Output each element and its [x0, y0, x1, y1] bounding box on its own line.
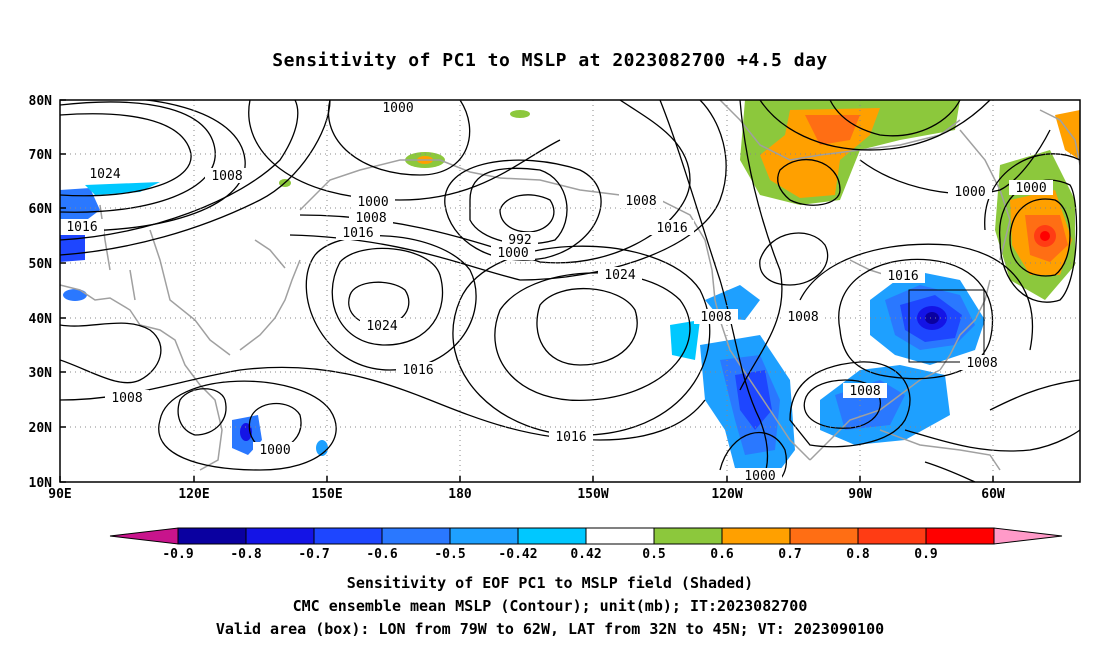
contour-label: 1008 — [966, 356, 997, 371]
colorbar-tick-label: -0.42 — [498, 547, 537, 562]
longitude-labels: 90E 120E 150E 180 150W 120W 90W 60W — [48, 487, 1005, 502]
contour-label: 1016 — [342, 226, 373, 241]
contour-label: 1008 — [700, 310, 731, 325]
colorbar-tick-label: -0.8 — [230, 547, 261, 562]
lon-label: 180 — [448, 487, 472, 502]
caption-line-2: CMC ensemble mean MSLP (Contour); unit(m… — [292, 597, 808, 615]
contour-label: 1008 — [849, 384, 880, 399]
contour-label: 1016 — [66, 220, 97, 235]
colorbar-tick-label: 0.5 — [642, 547, 665, 562]
lat-label: 10N — [29, 476, 53, 491]
lon-label: 150E — [311, 487, 342, 502]
valid-area-box — [908, 289, 985, 363]
contour-label: 1000 — [357, 195, 388, 210]
lat-label: 40N — [29, 312, 53, 327]
colorbar-swatch — [857, 527, 927, 545]
colorbar-tick-label: 0.7 — [778, 547, 801, 562]
contour-label: 1024 — [89, 167, 120, 182]
colorbar: -0.9 -0.8 -0.7 -0.6 -0.5 -0.42 0.42 0.5 0.6 0.7 0.… — [109, 527, 1063, 562]
contour-label: 1016 — [555, 430, 586, 445]
lon-label: 120E — [178, 487, 209, 502]
lat-label: 20N — [29, 421, 53, 436]
lat-label: 80N — [29, 94, 53, 109]
contour-label: 1000 — [382, 101, 413, 116]
contour-labels: 1000 1024 1008 1000 1008 1016 992 1000 1… — [60, 100, 1053, 484]
lat-label: 50N — [29, 257, 53, 272]
colorbar-tick-label: 0.42 — [570, 547, 601, 562]
colorbar-low-triangle — [109, 527, 179, 545]
colorbar-tick-label: -0.9 — [162, 547, 193, 562]
colorbar-high-triangle — [993, 527, 1063, 545]
colorbar-tick-label: -0.5 — [434, 547, 465, 562]
coastlines — [60, 100, 1080, 471]
colorbar-swatch — [653, 527, 723, 545]
lat-label: 30N — [29, 366, 53, 381]
colorbar-swatch — [381, 527, 451, 545]
contour-label: 1024 — [366, 319, 397, 334]
contour-label: 1000 — [954, 185, 985, 200]
colorbar-swatch — [721, 527, 791, 545]
latitude-labels: 80N 70N 60N 50N 40N 30N 20N 10N — [29, 94, 53, 491]
mslp-contours — [60, 100, 1080, 482]
colorbar-tick-label: -0.6 — [366, 547, 397, 562]
contour-label: 1000 — [497, 246, 528, 261]
contour-label: 1000 — [744, 469, 775, 484]
lon-label: 150W — [577, 487, 608, 502]
shading-layer — [60, 100, 1080, 470]
colorbar-tick-label: 0.8 — [846, 547, 870, 562]
grid-lines — [60, 100, 1080, 482]
lon-label: 120W — [711, 487, 742, 502]
colorbar-tick-label: 0.9 — [914, 547, 937, 562]
contour-label: 992 — [508, 233, 531, 248]
contour-label: 1000 — [1015, 181, 1046, 196]
lat-label: 60N — [29, 202, 53, 217]
map-frame — [59, 99, 1081, 483]
colorbar-swatch — [245, 527, 315, 545]
contour-label: 1008 — [355, 211, 386, 226]
caption-line-3: Valid area (box): LON from 79W to 62W, L… — [215, 620, 885, 638]
colorbar-swatch — [313, 527, 383, 545]
contour-label: 1008 — [111, 391, 142, 406]
colorbar-tick-label: 0.6 — [710, 547, 734, 562]
contour-label: 1000 — [259, 443, 290, 458]
axis-ticks — [59, 99, 994, 483]
plot-title: Sensitivity of PC1 to MSLP at 2023082700… — [272, 50, 828, 71]
contour-label: 1016 — [656, 221, 687, 236]
lon-label: 60W — [981, 487, 1005, 502]
lon-label: 90W — [848, 487, 872, 502]
colorbar-swatch — [449, 527, 519, 545]
contour-label: 1008 — [211, 169, 242, 184]
colorbar-swatch — [177, 527, 247, 545]
lon-label: 90E — [48, 487, 71, 502]
colorbar-swatch — [517, 527, 587, 545]
colorbar-swatch — [789, 527, 859, 545]
contour-label: 1016 — [402, 363, 433, 378]
colorbar-tick-label: -0.7 — [298, 547, 329, 562]
contour-label: 1008 — [787, 310, 818, 325]
contour-label: 1016 — [887, 269, 918, 284]
caption-line-1: Sensitivity of EOF PC1 to MSLP field (Sh… — [346, 574, 754, 592]
colorbar-swatch — [585, 527, 655, 545]
contour-label: 1008 — [625, 194, 656, 209]
colorbar-swatch — [925, 527, 995, 545]
contour-label: 1024 — [604, 268, 635, 283]
lat-label: 70N — [29, 148, 53, 163]
